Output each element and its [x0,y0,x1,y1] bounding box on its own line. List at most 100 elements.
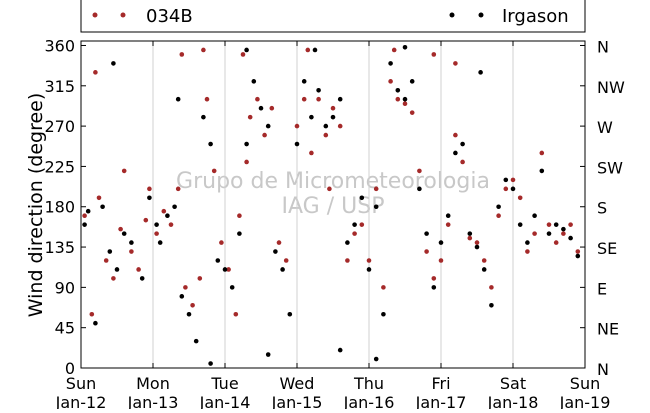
point-irgason [345,240,350,245]
point-034b [323,132,329,138]
point-irgason [121,231,127,236]
point-irgason [100,204,105,210]
x-tick-day: Sat [500,374,526,393]
point-irgason [546,231,552,236]
point-034b [301,96,307,102]
point-irgason [193,338,199,344]
plot-frame [80,40,586,369]
point-irgason [222,267,228,272]
point-034b [276,240,282,245]
point-034b [438,258,444,263]
x-tick-day: Mon [136,374,170,393]
point-irgason [85,208,91,214]
point-irgason [280,267,285,272]
point-034b [240,52,246,57]
point-034b [503,186,509,192]
x-tick-date: Jan-15 [271,393,323,409]
point-034b [82,213,87,218]
point-irgason [244,47,249,53]
point-irgason [93,320,98,326]
point-irgason [453,150,458,156]
point-034b [431,276,437,281]
point-irgason [147,195,152,201]
point-034b [330,105,336,111]
point-irgason [208,141,213,147]
point-034b [233,311,239,317]
point-034b [201,47,206,53]
point-034b [175,186,181,192]
point-034b [244,159,249,165]
point-034b [283,258,289,263]
point-irgason [129,240,134,245]
x-tick-date: Jan-18 [487,393,539,409]
point-irgason [352,222,357,227]
point-irgason [172,204,177,210]
point-034b [262,132,267,138]
point-irgason [251,79,257,84]
point-irgason [258,105,264,111]
axes: SunJan-12MonJan-13TueJan-14WedJan-15ThuJ… [44,36,625,412]
point-034b [337,123,343,129]
grid [152,41,514,368]
point-034b [445,222,451,227]
y-tick-label: 135 [44,238,75,257]
point-irgason [186,311,192,317]
y-tick-label: 45 [55,319,75,338]
point-irgason [424,231,429,236]
point-irgason [373,356,379,362]
point-034b [402,101,408,107]
legend-box [80,0,586,33]
point-034b [417,168,422,174]
y-tick-label-right: E [597,279,607,298]
point-034b [219,240,224,245]
point-034b [424,249,429,254]
legend-marker-irgason-b [478,12,484,18]
point-034b [568,222,573,227]
point-034b [247,114,253,120]
x-tick-date: Jan-14 [199,393,251,409]
point-irgason [316,87,321,93]
watermark-line-2: IAG / USP [282,194,385,219]
point-034b [294,123,300,129]
point-irgason [402,96,408,102]
point-034b [391,47,397,53]
y-tick-label: 180 [44,198,75,217]
point-irgason [445,213,451,218]
point-irgason [265,123,271,129]
point-034b [553,240,559,245]
point-034b [359,222,365,227]
watermark: Grupo de Micrometeorologia IAG / USP [176,169,490,219]
y-tick-label-right: N [597,360,609,379]
point-034b [496,213,501,218]
point-034b [467,235,473,241]
point-034b [190,302,195,308]
y-tick-label: 90 [55,278,75,297]
point-irgason [489,302,494,308]
y-tick-label-right: NE [597,320,619,339]
x-tick-date: Jan-17 [415,393,467,409]
point-irgason [175,96,181,102]
point-034b [366,258,372,263]
point-irgason [395,87,401,93]
legend-marker-034b-a [92,12,98,18]
point-034b [309,150,314,156]
x-tick-day: Thu [353,374,384,393]
point-034b [179,52,185,57]
point-irgason [208,361,213,366]
point-034b [168,222,174,227]
y-tick-label-right: SW [597,158,623,177]
point-034b [546,222,552,227]
x-tick-day: Tue [210,374,238,393]
point-034b [539,150,545,156]
point-irgason [388,61,393,66]
point-irgason [402,44,408,50]
point-034b [136,267,141,272]
point-034b [147,186,152,192]
legend-label-034b: 034B [146,6,193,27]
point-034b [532,231,537,236]
data-points [82,44,581,366]
point-irgason [359,195,365,201]
y-tick-label: 315 [44,77,75,96]
point-034b [381,285,386,290]
